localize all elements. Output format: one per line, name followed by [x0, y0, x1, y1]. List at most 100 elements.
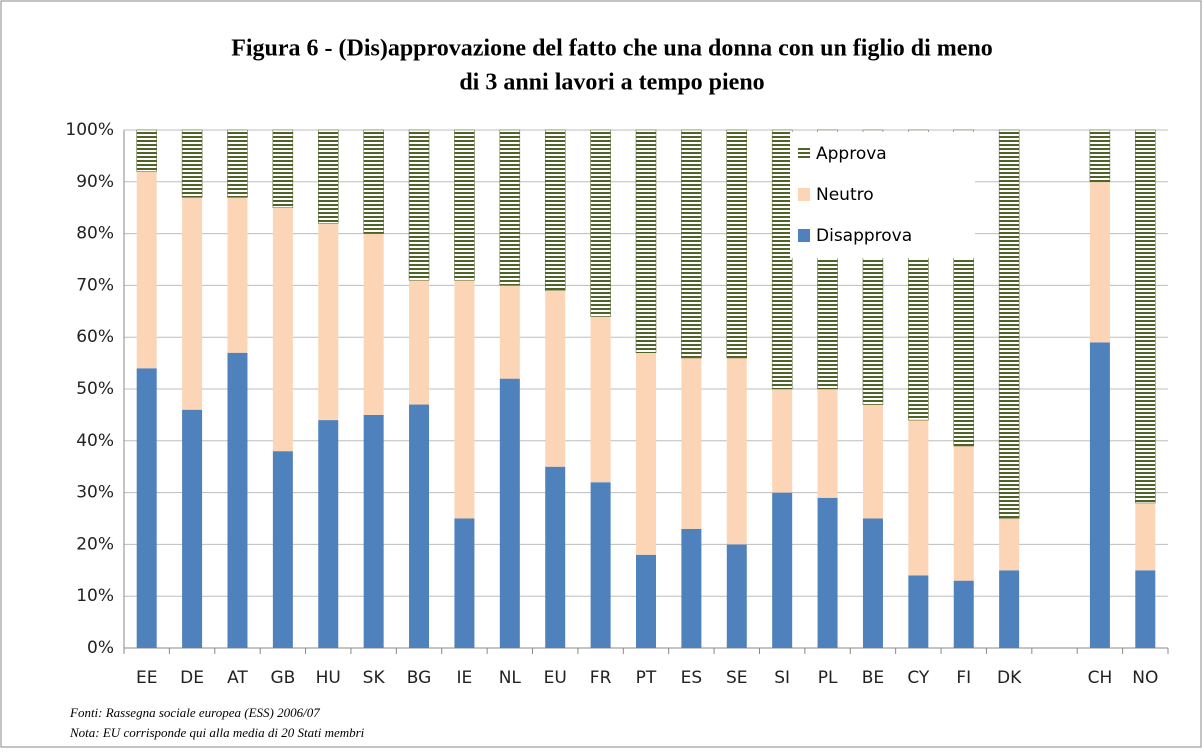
x-tick-label: CH — [1088, 668, 1113, 688]
y-tick-label: 30% — [76, 483, 114, 503]
x-tick-label: HU — [316, 668, 341, 688]
x-tick-label: EE — [136, 668, 157, 688]
x-tick-label: NL — [499, 668, 522, 688]
bar-segment — [409, 280, 430, 405]
x-tick-label: ES — [681, 668, 703, 688]
y-tick-label: 90% — [76, 172, 114, 192]
bar-segment — [181, 129, 203, 198]
bar-segment — [227, 197, 248, 353]
x-tick-label: BG — [407, 668, 432, 688]
bar-segment — [408, 129, 430, 281]
bar-segment — [681, 357, 702, 529]
bar-segment — [454, 518, 475, 648]
x-tick-label: CY — [907, 668, 930, 688]
y-tick-label: 100% — [65, 120, 114, 140]
bar-segment — [409, 404, 430, 648]
y-tick-label: 60% — [76, 327, 114, 347]
bar-segment — [590, 129, 611, 317]
bar-segment — [862, 404, 883, 519]
bar-segment — [908, 420, 929, 576]
legend-swatch — [798, 147, 810, 160]
x-tick-label: IE — [457, 668, 473, 688]
y-tick-label: 10% — [76, 586, 114, 606]
bar-segment — [499, 378, 520, 648]
bar-segment — [726, 544, 747, 648]
y-tick-label: 80% — [76, 224, 114, 244]
legend-box — [790, 132, 975, 258]
bar-segment — [636, 554, 656, 648]
x-tick-label: BE — [862, 668, 884, 688]
bar-segment — [363, 129, 384, 234]
bar-segment — [454, 129, 475, 281]
x-tick-label: FR — [590, 668, 612, 688]
x-tick-label: SK — [363, 668, 386, 688]
bar-segment — [772, 389, 793, 493]
bar-segment — [499, 129, 521, 286]
x-tick-label: EU — [544, 668, 567, 688]
bar-segment — [999, 518, 1020, 571]
legend-label: Neutro — [816, 185, 874, 205]
bar-segment — [363, 414, 384, 648]
chart-title: Figura 6 - (Dis)approvazione del fatto c… — [231, 36, 993, 62]
bar-segment — [726, 129, 748, 359]
y-tick-label: 50% — [76, 379, 114, 399]
bar-segment — [318, 420, 339, 648]
x-tick-label: NO — [1132, 668, 1158, 688]
bar-segment — [227, 352, 248, 648]
x-tick-label: GB — [270, 668, 295, 688]
x-tick-label: DE — [180, 668, 204, 688]
x-tick-label: FI — [956, 668, 971, 688]
bar-segment — [272, 129, 294, 208]
bar-segment — [227, 129, 248, 198]
y-tick-label: 70% — [76, 275, 114, 295]
bar-segment — [545, 466, 566, 648]
x-tick-label: SE — [726, 668, 748, 688]
bar-segment — [136, 368, 157, 648]
bar-segment — [318, 223, 339, 421]
bar-segment — [635, 129, 657, 353]
legend-swatch — [798, 229, 810, 242]
bar-segment — [772, 492, 793, 648]
y-tick-label: 0% — [87, 638, 114, 658]
x-tick-label: SI — [774, 668, 790, 688]
bar-segment — [544, 129, 566, 291]
x-tick-label: PT — [636, 668, 657, 688]
bar-segment — [1089, 129, 1111, 183]
chart-title: di 3 anni lavori a tempo pieno — [459, 70, 764, 96]
footnote: Nota: EU corrisponde qui alla media di 2… — [69, 725, 365, 740]
bar-segment — [681, 129, 702, 359]
y-tick-label: 40% — [76, 431, 114, 451]
x-tick-label: PL — [818, 668, 838, 688]
bar-segment — [1089, 181, 1110, 343]
bar-segment — [182, 409, 203, 648]
bar-segment — [636, 352, 656, 555]
legend-label: Disapprova — [816, 226, 912, 246]
x-tick-label: DK — [997, 668, 1022, 688]
bar-segment — [908, 575, 929, 648]
bar-segment — [182, 197, 203, 410]
bar-segment — [953, 580, 974, 648]
bar-segment — [363, 233, 384, 415]
bar-segment — [681, 528, 702, 648]
bar-segment — [998, 129, 1020, 519]
bar-segment — [771, 129, 793, 390]
bar-segment — [136, 129, 157, 172]
bar-segment — [817, 497, 838, 648]
bar-segment — [726, 357, 747, 545]
bar-segment — [590, 316, 611, 483]
y-tick-label: 20% — [76, 534, 114, 554]
bar-segment — [953, 445, 974, 581]
x-tick-label: AT — [227, 668, 248, 688]
bar-segment — [817, 389, 838, 498]
bar-segment — [272, 207, 293, 452]
bar-segment — [499, 285, 520, 379]
bar-segment — [1135, 570, 1156, 648]
legend-label: Approva — [816, 144, 887, 164]
bar-segment — [862, 518, 883, 648]
bar-segment — [454, 280, 475, 519]
bar-segment — [272, 451, 293, 648]
bar-segment — [1135, 502, 1156, 571]
legend-swatch — [798, 188, 810, 201]
bar-segment — [590, 482, 611, 648]
